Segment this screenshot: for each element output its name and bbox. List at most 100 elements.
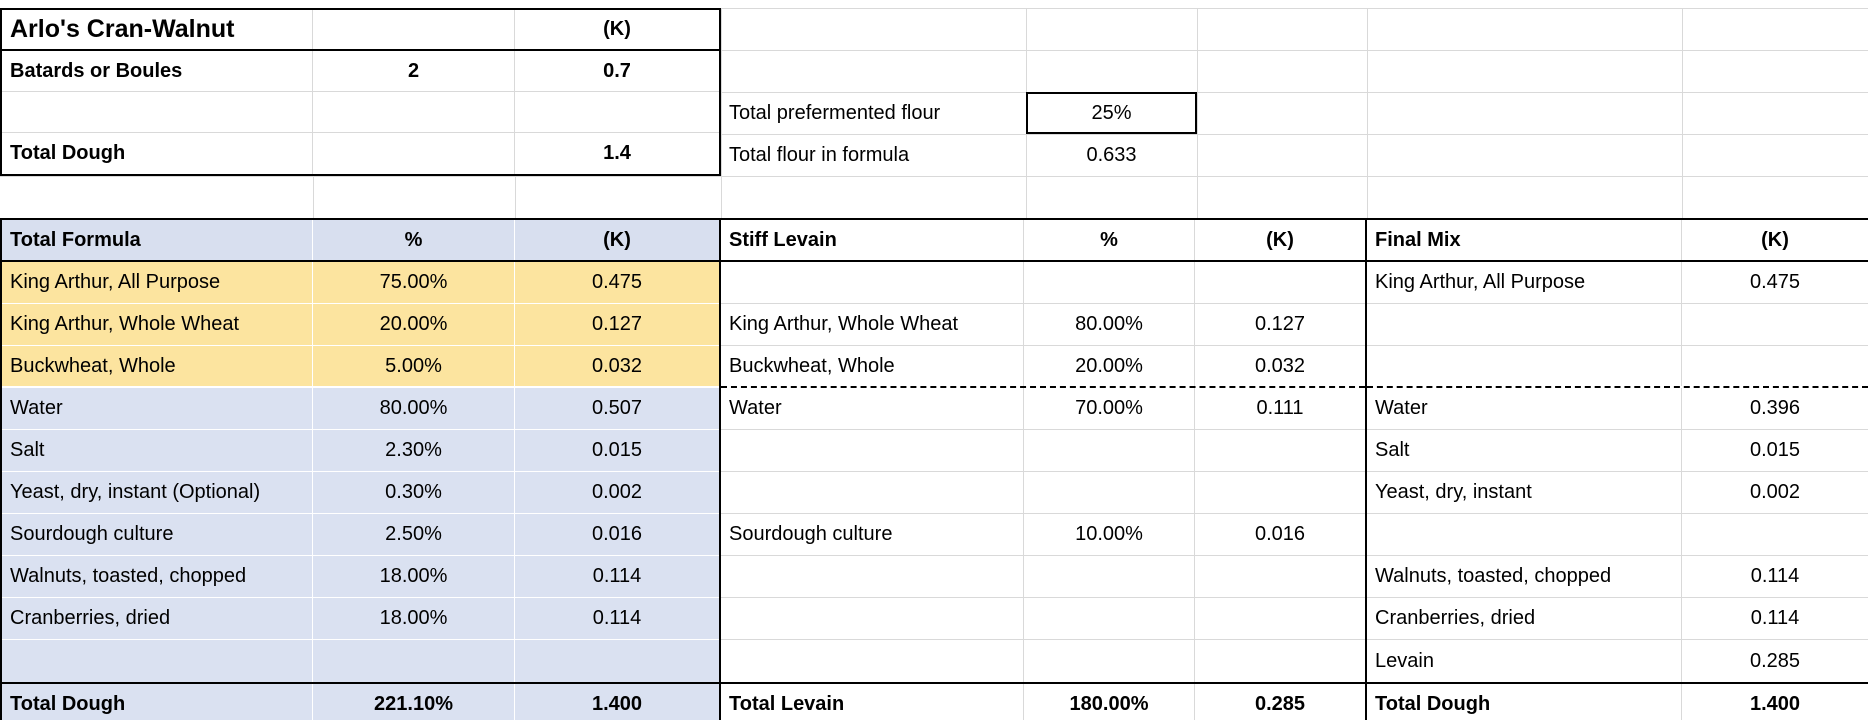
weight-cell[interactable]: 0.114 [1682, 598, 1868, 639]
table-title-cell[interactable]: Final Mix [1367, 220, 1682, 260]
ingredient-name-cell[interactable]: Water [1367, 388, 1682, 429]
column-header-cell[interactable]: (K) [1682, 220, 1868, 260]
preferment-percent-cell[interactable]: 25% [1026, 92, 1197, 134]
quantity-cell[interactable]: 2 [313, 51, 515, 91]
weight-cell[interactable]: 0.127 [1195, 304, 1365, 345]
weight-cell[interactable]: 0.015 [1682, 430, 1868, 471]
total-flour-cell[interactable]: 0.633 [1086, 143, 1137, 166]
ingredient-name-cell[interactable]: Buckwheat, Whole [721, 346, 1024, 386]
unit-header-cell[interactable]: (K) [515, 10, 719, 49]
weight-cell[interactable]: 0.015 [515, 430, 719, 471]
weight-cell[interactable]: 1.4 [515, 133, 719, 174]
ingredient-name-cell[interactable]: Total Dough [1367, 684, 1682, 720]
percent-cell[interactable] [1024, 430, 1195, 471]
weight-cell[interactable]: 0.114 [515, 556, 719, 597]
table-title-cell[interactable]: Stiff Levain [721, 220, 1024, 260]
ingredient-name-cell[interactable] [721, 640, 1024, 682]
percent-cell[interactable]: 0.30% [313, 472, 515, 513]
ingredient-name-cell[interactable]: Sourdough culture [721, 514, 1024, 555]
percent-cell[interactable]: 180.00% [1024, 684, 1195, 720]
weight-cell[interactable]: 0.7 [515, 51, 719, 91]
summary-label-cell[interactable]: Total prefermented flour [729, 101, 941, 124]
summary-label-cell[interactable]: Total flour in formula [729, 143, 910, 166]
weight-cell[interactable]: 0.396 [1682, 388, 1868, 429]
ingredient-name-cell[interactable]: King Arthur, All Purpose [2, 262, 313, 303]
weight-cell[interactable]: 0.127 [515, 304, 719, 345]
ingredient-name-cell[interactable] [721, 472, 1024, 513]
ingredient-name-cell[interactable]: Walnuts, toasted, chopped [2, 556, 313, 597]
ingredient-name-cell[interactable]: King Arthur, Whole Wheat [2, 304, 313, 345]
percent-cell[interactable] [313, 640, 515, 682]
weight-cell[interactable] [1195, 556, 1365, 597]
percent-cell[interactable] [1024, 262, 1195, 303]
weight-cell[interactable]: 0.285 [1195, 684, 1365, 720]
weight-cell[interactable] [1682, 514, 1868, 555]
ingredient-name-cell[interactable]: Yeast, dry, instant (Optional) [2, 472, 313, 513]
weight-cell[interactable]: 0.032 [515, 346, 719, 386]
percent-cell[interactable]: 18.00% [313, 556, 515, 597]
percent-cell[interactable]: 10.00% [1024, 514, 1195, 555]
weight-cell[interactable]: 0.016 [1195, 514, 1365, 555]
weight-cell[interactable] [1682, 304, 1868, 345]
quantity-cell[interactable] [313, 133, 515, 174]
weight-cell[interactable] [515, 640, 719, 682]
percent-cell[interactable]: 2.30% [313, 430, 515, 471]
ingredient-name-cell[interactable] [1367, 514, 1682, 555]
ingredient-name-cell[interactable]: Cranberries, dried [2, 598, 313, 639]
weight-cell[interactable] [1195, 598, 1365, 639]
recipe-title-cell[interactable]: Arlo's Cran-Walnut [2, 10, 313, 49]
percent-cell[interactable] [1024, 472, 1195, 513]
weight-cell[interactable]: 0.002 [515, 472, 719, 513]
ingredient-name-cell[interactable] [2, 640, 313, 682]
ingredient-name-cell[interactable]: King Arthur, Whole Wheat [721, 304, 1024, 345]
ingredient-name-cell[interactable]: Total Levain [721, 684, 1024, 720]
weight-cell[interactable]: 0.507 [515, 388, 719, 429]
empty-cell[interactable] [313, 92, 515, 132]
percent-cell[interactable] [1024, 640, 1195, 682]
ingredient-name-cell[interactable]: Levain [1367, 640, 1682, 682]
ingredient-name-cell[interactable]: Cranberries, dried [1367, 598, 1682, 639]
column-header-cell[interactable]: (K) [515, 220, 719, 260]
weight-cell[interactable]: 0.114 [515, 598, 719, 639]
ingredient-name-cell[interactable]: Yeast, dry, instant [1367, 472, 1682, 513]
percent-cell[interactable]: 80.00% [313, 388, 515, 429]
ingredient-name-cell[interactable]: Salt [1367, 430, 1682, 471]
weight-cell[interactable] [1195, 640, 1365, 682]
percent-cell[interactable] [1024, 598, 1195, 639]
percent-cell[interactable]: 70.00% [1024, 388, 1195, 429]
ingredient-name-cell[interactable] [721, 430, 1024, 471]
empty-cell[interactable] [515, 92, 719, 132]
weight-cell[interactable] [1195, 430, 1365, 471]
weight-cell[interactable]: 0.475 [1682, 262, 1868, 303]
column-header-cell[interactable]: (K) [1195, 220, 1365, 260]
percent-cell[interactable]: 221.10% [313, 684, 515, 720]
ingredient-name-cell[interactable]: Water [721, 388, 1024, 429]
ingredient-name-cell[interactable] [1367, 304, 1682, 345]
percent-cell[interactable]: 5.00% [313, 346, 515, 386]
weight-cell[interactable]: 0.032 [1195, 346, 1365, 386]
empty-cell[interactable] [313, 10, 515, 49]
weight-cell[interactable]: 0.285 [1682, 640, 1868, 682]
weight-cell[interactable]: 0.016 [515, 514, 719, 555]
weight-cell[interactable] [1195, 472, 1365, 513]
percent-cell[interactable]: 18.00% [313, 598, 515, 639]
empty-cell[interactable] [2, 92, 313, 132]
ingredient-name-cell[interactable] [1367, 346, 1682, 386]
ingredient-name-cell[interactable] [721, 262, 1024, 303]
percent-cell[interactable]: 75.00% [313, 262, 515, 303]
percent-cell[interactable] [1024, 556, 1195, 597]
weight-cell[interactable]: 1.400 [515, 684, 719, 720]
table-title-cell[interactable]: Total Formula [2, 220, 313, 260]
weight-cell[interactable]: 0.002 [1682, 472, 1868, 513]
weight-cell[interactable]: 0.114 [1682, 556, 1868, 597]
ingredient-name-cell[interactable]: Batards or Boules [2, 51, 313, 91]
ingredient-name-cell[interactable] [721, 556, 1024, 597]
ingredient-name-cell[interactable]: Salt [2, 430, 313, 471]
column-header-cell[interactable]: % [313, 220, 515, 260]
ingredient-name-cell[interactable] [721, 598, 1024, 639]
ingredient-name-cell[interactable]: King Arthur, All Purpose [1367, 262, 1682, 303]
ingredient-name-cell[interactable]: Sourdough culture [2, 514, 313, 555]
ingredient-name-cell[interactable]: Water [2, 388, 313, 429]
weight-cell[interactable]: 0.475 [515, 262, 719, 303]
ingredient-name-cell[interactable]: Total Dough [2, 684, 313, 720]
